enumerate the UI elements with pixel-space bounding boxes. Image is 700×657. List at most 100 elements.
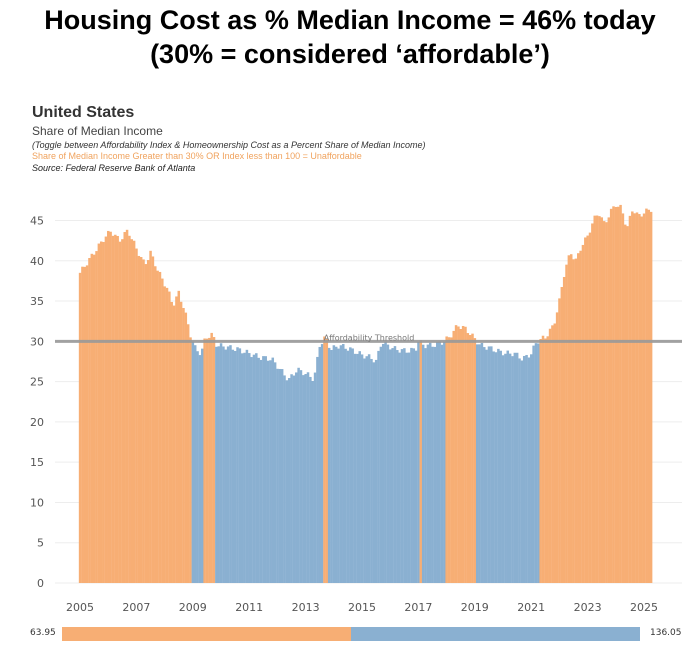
bar xyxy=(292,375,296,583)
bar xyxy=(581,244,585,583)
bar xyxy=(527,357,531,583)
bar xyxy=(278,368,282,583)
x-tick-2017: 2017 xyxy=(404,601,432,614)
headline-line-2: (30% = considered ‘affordable’) xyxy=(150,39,550,69)
bar xyxy=(215,346,218,583)
bar xyxy=(283,375,286,583)
bar xyxy=(522,355,526,583)
bar xyxy=(525,354,528,583)
bar xyxy=(212,337,216,583)
bar xyxy=(577,253,580,583)
bar xyxy=(591,223,594,583)
bar xyxy=(116,235,119,584)
bar xyxy=(508,353,512,583)
bar xyxy=(485,349,488,583)
bar xyxy=(222,346,225,583)
bar xyxy=(264,356,267,583)
bar xyxy=(334,346,338,583)
bar xyxy=(224,349,228,583)
bar xyxy=(349,347,352,583)
bar xyxy=(313,372,317,583)
bar xyxy=(497,348,500,583)
bar xyxy=(271,357,275,583)
unaffordable-legend: Share of Median Income Greater than 30% … xyxy=(32,151,362,161)
bar xyxy=(548,328,552,583)
bar xyxy=(647,209,651,583)
bar xyxy=(130,239,134,583)
bar xyxy=(128,235,131,583)
bar xyxy=(487,346,491,583)
bar xyxy=(125,229,129,583)
y-tick-5: 5 xyxy=(37,537,44,550)
bar xyxy=(320,344,324,583)
bar xyxy=(398,352,401,583)
bar xyxy=(537,343,540,583)
bar xyxy=(255,353,258,583)
bar xyxy=(473,338,477,583)
bar xyxy=(602,221,606,583)
toggle-note: (Toggle between Affordability Index & Ho… xyxy=(32,140,426,150)
bar xyxy=(532,345,535,583)
bar xyxy=(210,332,213,583)
bar xyxy=(445,336,448,583)
bar xyxy=(330,350,333,583)
x-axis-ticks: 2005 2007 2009 2011 2013 2015 2017 2019 2021 2023… xyxy=(66,601,658,614)
bar xyxy=(339,345,343,583)
bar xyxy=(475,344,479,583)
range-slider-unaffordable-segment[interactable] xyxy=(62,627,351,641)
bar xyxy=(144,264,148,583)
bar xyxy=(501,355,505,583)
bar xyxy=(217,346,220,583)
bar xyxy=(367,354,371,583)
bar xyxy=(499,350,502,583)
y-tick-20: 20 xyxy=(30,416,44,429)
x-tick-2011: 2011 xyxy=(235,601,263,614)
source-note: Source: Federal Reserve Bank of Atlanta xyxy=(32,163,196,173)
bar xyxy=(175,296,178,583)
bar xyxy=(163,286,166,583)
bar xyxy=(572,259,575,583)
range-slider[interactable] xyxy=(62,627,640,641)
range-slider-affordable-segment[interactable] xyxy=(351,627,640,641)
bar xyxy=(323,336,326,583)
bar xyxy=(452,330,455,583)
bar xyxy=(609,208,613,583)
bar xyxy=(595,215,599,583)
bar xyxy=(377,350,380,583)
bar xyxy=(353,353,357,583)
x-tick-2007: 2007 xyxy=(122,601,150,614)
bar xyxy=(123,232,126,583)
bar xyxy=(337,348,340,583)
bar xyxy=(285,380,289,583)
bar xyxy=(520,360,524,583)
bar xyxy=(562,276,566,583)
bar xyxy=(104,236,108,583)
bar xyxy=(139,257,143,583)
bar xyxy=(490,346,493,583)
bar xyxy=(466,333,470,583)
y-tick-25: 25 xyxy=(30,376,44,389)
bar xyxy=(374,359,378,583)
bar xyxy=(417,342,420,583)
bar xyxy=(109,231,112,583)
bar xyxy=(95,251,98,583)
bar xyxy=(332,345,336,583)
x-tick-2005: 2005 xyxy=(66,601,94,614)
bar xyxy=(426,344,430,583)
bar xyxy=(555,312,559,583)
headline-line-1: Housing Cost as % Median Income = 46% to… xyxy=(44,5,656,35)
bar xyxy=(186,324,190,583)
bar xyxy=(99,241,103,583)
bars xyxy=(78,204,653,584)
bar xyxy=(461,325,465,583)
bar xyxy=(480,342,484,583)
bar xyxy=(243,352,246,583)
bar xyxy=(515,352,519,583)
bar xyxy=(346,350,350,583)
bar xyxy=(607,217,611,583)
threshold: Affordability Threshold xyxy=(55,333,682,343)
bar xyxy=(233,350,237,583)
bar xyxy=(226,346,230,583)
bar xyxy=(304,374,307,583)
bar xyxy=(78,272,82,583)
